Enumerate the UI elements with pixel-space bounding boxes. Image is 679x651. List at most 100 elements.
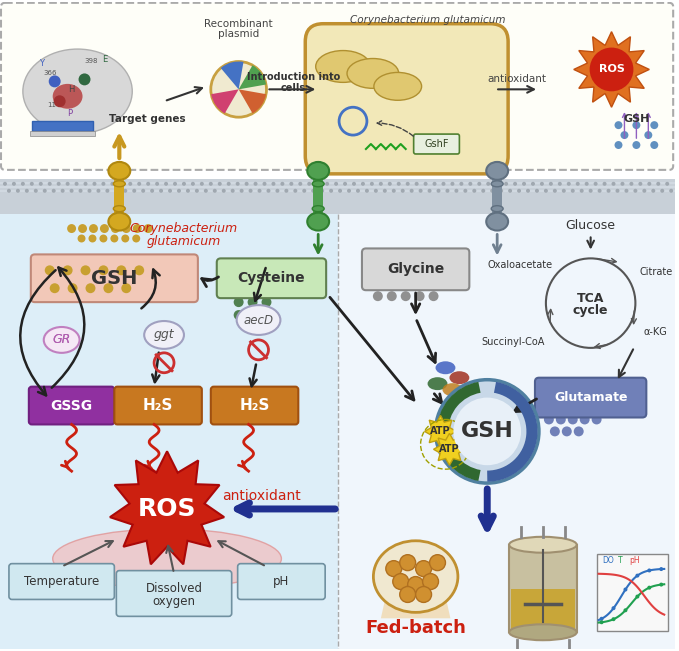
Circle shape	[334, 182, 338, 186]
Circle shape	[92, 182, 96, 186]
Text: DO: DO	[602, 556, 614, 565]
Circle shape	[486, 182, 490, 186]
Bar	[511, 589, 574, 636]
Circle shape	[257, 189, 261, 193]
Circle shape	[370, 182, 374, 186]
Ellipse shape	[428, 377, 447, 390]
Circle shape	[21, 182, 25, 186]
Circle shape	[134, 266, 144, 275]
Ellipse shape	[435, 361, 456, 374]
Ellipse shape	[509, 537, 576, 553]
Text: P: P	[67, 109, 72, 118]
Circle shape	[231, 189, 235, 193]
Text: GSH: GSH	[91, 269, 138, 288]
Circle shape	[289, 182, 293, 186]
Circle shape	[647, 182, 651, 186]
Ellipse shape	[113, 181, 126, 187]
Circle shape	[647, 568, 651, 572]
Ellipse shape	[312, 181, 324, 187]
Circle shape	[435, 380, 539, 483]
FancyBboxPatch shape	[238, 564, 325, 600]
Circle shape	[12, 182, 16, 186]
Text: Citrate: Citrate	[640, 268, 673, 277]
Text: cycle: cycle	[573, 303, 608, 316]
Circle shape	[562, 426, 572, 436]
Circle shape	[665, 182, 669, 186]
Wedge shape	[211, 89, 238, 113]
Circle shape	[454, 189, 458, 193]
FancyBboxPatch shape	[114, 387, 202, 424]
FancyBboxPatch shape	[9, 564, 114, 600]
Circle shape	[556, 415, 566, 424]
Circle shape	[186, 189, 190, 193]
Ellipse shape	[237, 305, 280, 335]
Circle shape	[302, 189, 306, 193]
Circle shape	[50, 283, 60, 293]
Circle shape	[593, 182, 598, 186]
Circle shape	[634, 189, 638, 193]
Circle shape	[96, 189, 100, 193]
Circle shape	[155, 182, 159, 186]
Circle shape	[424, 182, 428, 186]
Text: Target genes: Target genes	[109, 114, 185, 124]
Circle shape	[373, 291, 383, 301]
Circle shape	[111, 224, 120, 233]
Circle shape	[513, 182, 517, 186]
Ellipse shape	[109, 162, 130, 180]
Circle shape	[585, 182, 589, 186]
Circle shape	[387, 291, 397, 301]
Circle shape	[416, 587, 432, 602]
Circle shape	[365, 189, 369, 193]
Circle shape	[43, 189, 47, 193]
Circle shape	[419, 189, 422, 193]
Ellipse shape	[373, 541, 458, 613]
Circle shape	[168, 189, 172, 193]
Circle shape	[636, 594, 640, 598]
Text: antioxidant: antioxidant	[222, 489, 301, 503]
Circle shape	[460, 182, 463, 186]
Circle shape	[34, 189, 38, 193]
FancyBboxPatch shape	[306, 23, 508, 174]
Circle shape	[650, 121, 658, 129]
Circle shape	[111, 182, 114, 186]
Text: cells: cells	[281, 83, 306, 93]
Circle shape	[544, 189, 548, 193]
Circle shape	[441, 182, 445, 186]
Text: Corynebacterium: Corynebacterium	[130, 222, 238, 235]
Circle shape	[48, 182, 52, 186]
Circle shape	[535, 189, 539, 193]
Circle shape	[25, 189, 29, 193]
Text: H₂S: H₂S	[143, 398, 173, 413]
Circle shape	[589, 189, 593, 193]
Circle shape	[580, 415, 589, 424]
Circle shape	[7, 189, 11, 193]
Text: Glycine: Glycine	[387, 262, 444, 276]
Bar	[492, 177, 502, 215]
Circle shape	[400, 555, 416, 571]
Circle shape	[632, 121, 640, 129]
Circle shape	[120, 182, 124, 186]
Text: Succinyl-CoA: Succinyl-CoA	[481, 337, 545, 347]
Circle shape	[415, 182, 419, 186]
Circle shape	[137, 182, 141, 186]
Wedge shape	[238, 89, 266, 113]
Ellipse shape	[491, 206, 503, 212]
Circle shape	[75, 182, 79, 186]
Circle shape	[526, 189, 530, 193]
Polygon shape	[381, 551, 450, 618]
Bar	[313, 177, 323, 215]
Ellipse shape	[308, 213, 329, 230]
Ellipse shape	[23, 49, 132, 133]
Circle shape	[52, 189, 56, 193]
Ellipse shape	[374, 72, 422, 100]
Circle shape	[589, 48, 634, 91]
Circle shape	[146, 182, 150, 186]
Ellipse shape	[443, 383, 462, 396]
Circle shape	[612, 182, 615, 186]
Circle shape	[428, 291, 439, 301]
Circle shape	[248, 297, 257, 307]
Circle shape	[473, 189, 476, 193]
Circle shape	[62, 266, 73, 275]
Circle shape	[200, 182, 204, 186]
Circle shape	[343, 182, 347, 186]
